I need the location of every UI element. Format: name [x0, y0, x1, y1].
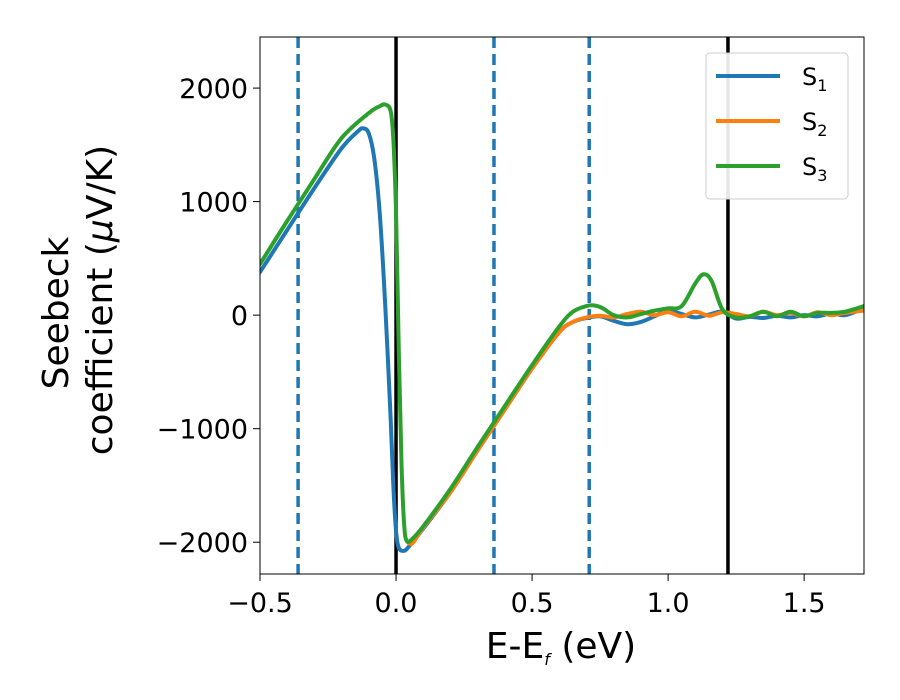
x-tick-label: 0.0: [375, 588, 418, 619]
y-tick-label: 2000: [179, 74, 248, 105]
legend-label-s2: S2: [802, 108, 827, 140]
x-tick-label: 1.5: [783, 588, 826, 619]
x-tick-label: 1.0: [647, 588, 690, 619]
legend-items: S1 S2 S3: [716, 63, 827, 185]
legend-label-s3: S3: [802, 153, 827, 185]
x-tick-label: −0.5: [227, 588, 293, 619]
y-axis-title: Seebeck coefficient (μV/K): [36, 145, 121, 455]
x-axis-title: E-Ef (eV): [486, 626, 636, 669]
y-axis-title-line2: coefficient (μV/K): [80, 145, 121, 455]
legend-box: [705, 52, 849, 200]
series-line-s3: [260, 102, 864, 545]
x-tick-label: 0.5: [511, 588, 554, 619]
plot-frame: [259, 36, 865, 575]
legend-label-s1: S1: [802, 63, 827, 95]
legend: S1 S2 S3: [705, 52, 849, 200]
series-line-s2: [404, 308, 864, 546]
y-tick-label: −2000: [157, 528, 248, 559]
y-tick-label: −1000: [157, 415, 248, 446]
axis-ticks: −0.5 0.0 0.5 1.0 1.5 −2000 −1000 0 1000 2000: [157, 74, 826, 619]
y-tick-label: 1000: [179, 188, 248, 219]
y-axis-title-line1: Seebeck: [36, 236, 77, 389]
y-tick-label: 0: [231, 301, 248, 332]
